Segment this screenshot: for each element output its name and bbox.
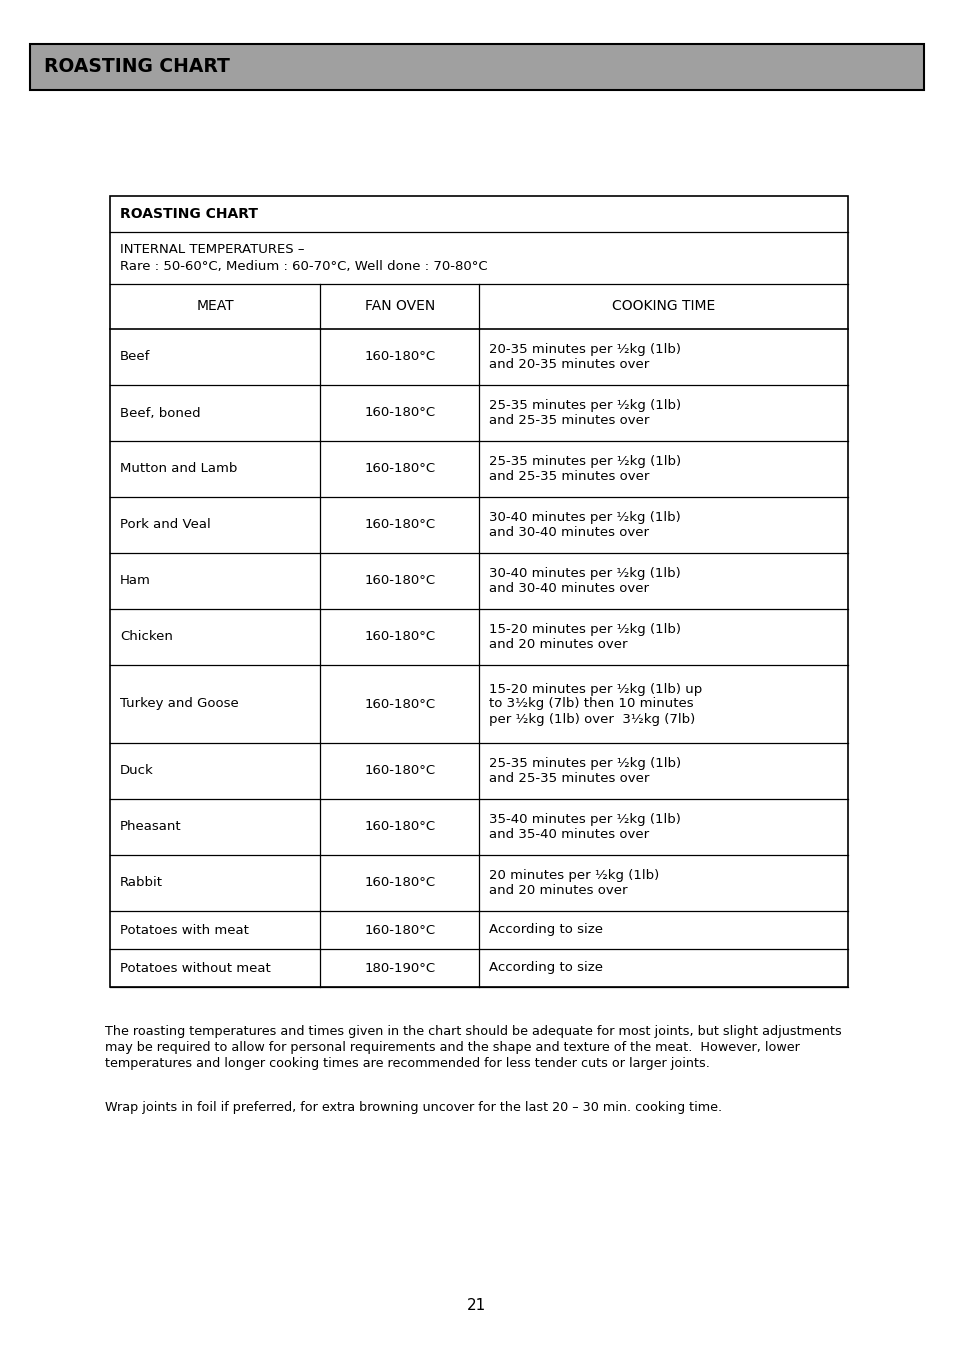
Text: Pork and Veal: Pork and Veal — [120, 519, 211, 531]
Text: 160-180°C: 160-180°C — [364, 820, 435, 834]
Text: Potatoes without meat: Potatoes without meat — [120, 962, 271, 974]
Text: 160-180°C: 160-180°C — [364, 462, 435, 476]
Text: Ham: Ham — [120, 574, 151, 588]
Text: According to size: According to size — [489, 924, 602, 936]
Text: and 20-35 minutes over: and 20-35 minutes over — [489, 358, 649, 372]
Text: 160-180°C: 160-180°C — [364, 407, 435, 420]
Text: 160-180°C: 160-180°C — [364, 631, 435, 643]
Text: and 25-35 minutes over: and 25-35 minutes over — [489, 413, 649, 427]
Text: 25-35 minutes per ½kg (1lb): 25-35 minutes per ½kg (1lb) — [489, 399, 680, 412]
Text: and 20 minutes over: and 20 minutes over — [489, 638, 627, 651]
Text: COOKING TIME: COOKING TIME — [611, 300, 715, 313]
Text: Rare : 50-60°C, Medium : 60-70°C, Well done : 70-80°C: Rare : 50-60°C, Medium : 60-70°C, Well d… — [120, 259, 487, 273]
Text: 160-180°C: 160-180°C — [364, 519, 435, 531]
Text: and 35-40 minutes over: and 35-40 minutes over — [489, 828, 648, 842]
Text: Beef, boned: Beef, boned — [120, 407, 200, 420]
Text: 160-180°C: 160-180°C — [364, 697, 435, 711]
Text: 25-35 minutes per ½kg (1lb): 25-35 minutes per ½kg (1lb) — [489, 757, 680, 770]
Text: 21: 21 — [467, 1298, 486, 1313]
Text: Mutton and Lamb: Mutton and Lamb — [120, 462, 237, 476]
Text: 160-180°C: 160-180°C — [364, 924, 435, 936]
Text: per ½kg (1lb) over  3½kg (7lb): per ½kg (1lb) over 3½kg (7lb) — [489, 712, 695, 725]
Text: 20 minutes per ½kg (1lb): 20 minutes per ½kg (1lb) — [489, 869, 659, 882]
Text: and 30-40 minutes over: and 30-40 minutes over — [489, 526, 648, 539]
Text: 160-180°C: 160-180°C — [364, 574, 435, 588]
Text: ROASTING CHART: ROASTING CHART — [44, 58, 230, 77]
Text: 20-35 minutes per ½kg (1lb): 20-35 minutes per ½kg (1lb) — [489, 343, 680, 357]
Text: Rabbit: Rabbit — [120, 877, 163, 889]
Text: MEAT: MEAT — [196, 300, 233, 313]
Text: 15-20 minutes per ½kg (1lb): 15-20 minutes per ½kg (1lb) — [489, 623, 680, 636]
Text: 160-180°C: 160-180°C — [364, 350, 435, 363]
Text: temperatures and longer cooking times are recommended for less tender cuts or la: temperatures and longer cooking times ar… — [105, 1056, 709, 1070]
Text: FAN OVEN: FAN OVEN — [364, 300, 435, 313]
Text: Potatoes with meat: Potatoes with meat — [120, 924, 249, 936]
Text: ROASTING CHART: ROASTING CHART — [120, 207, 257, 222]
Text: 180-190°C: 180-190°C — [364, 962, 435, 974]
Text: INTERNAL TEMPERATURES –: INTERNAL TEMPERATURES – — [120, 243, 304, 255]
Text: Duck: Duck — [120, 765, 153, 777]
Text: 35-40 minutes per ½kg (1lb): 35-40 minutes per ½kg (1lb) — [489, 813, 680, 825]
Text: 15-20 minutes per ½kg (1lb) up: 15-20 minutes per ½kg (1lb) up — [489, 682, 701, 696]
Text: Beef: Beef — [120, 350, 151, 363]
Text: and 25-35 minutes over: and 25-35 minutes over — [489, 470, 649, 484]
Text: and 30-40 minutes over: and 30-40 minutes over — [489, 582, 648, 594]
Text: Wrap joints in foil if preferred, for extra browning uncover for the last 20 – 3: Wrap joints in foil if preferred, for ex… — [105, 1101, 721, 1115]
FancyBboxPatch shape — [30, 45, 923, 91]
Text: Pheasant: Pheasant — [120, 820, 181, 834]
Text: 160-180°C: 160-180°C — [364, 877, 435, 889]
Text: 30-40 minutes per ½kg (1lb): 30-40 minutes per ½kg (1lb) — [489, 567, 680, 580]
Text: 30-40 minutes per ½kg (1lb): 30-40 minutes per ½kg (1lb) — [489, 511, 680, 524]
Text: may be required to allow for personal requirements and the shape and texture of : may be required to allow for personal re… — [105, 1042, 799, 1054]
Text: Chicken: Chicken — [120, 631, 172, 643]
Text: and 20 minutes over: and 20 minutes over — [489, 884, 627, 897]
Text: 25-35 minutes per ½kg (1lb): 25-35 minutes per ½kg (1lb) — [489, 455, 680, 467]
Text: Turkey and Goose: Turkey and Goose — [120, 697, 238, 711]
Text: According to size: According to size — [489, 962, 602, 974]
Text: to 3½kg (7lb) then 10 minutes: to 3½kg (7lb) then 10 minutes — [489, 697, 693, 711]
Text: and 25-35 minutes over: and 25-35 minutes over — [489, 771, 649, 785]
Text: The roasting temperatures and times given in the chart should be adequate for mo: The roasting temperatures and times give… — [105, 1025, 841, 1038]
Text: 160-180°C: 160-180°C — [364, 765, 435, 777]
FancyBboxPatch shape — [110, 196, 847, 988]
